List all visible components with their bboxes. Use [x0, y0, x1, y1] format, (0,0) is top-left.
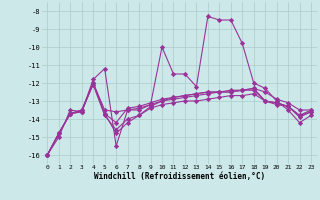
X-axis label: Windchill (Refroidissement éolien,°C): Windchill (Refroidissement éolien,°C) — [94, 172, 265, 181]
